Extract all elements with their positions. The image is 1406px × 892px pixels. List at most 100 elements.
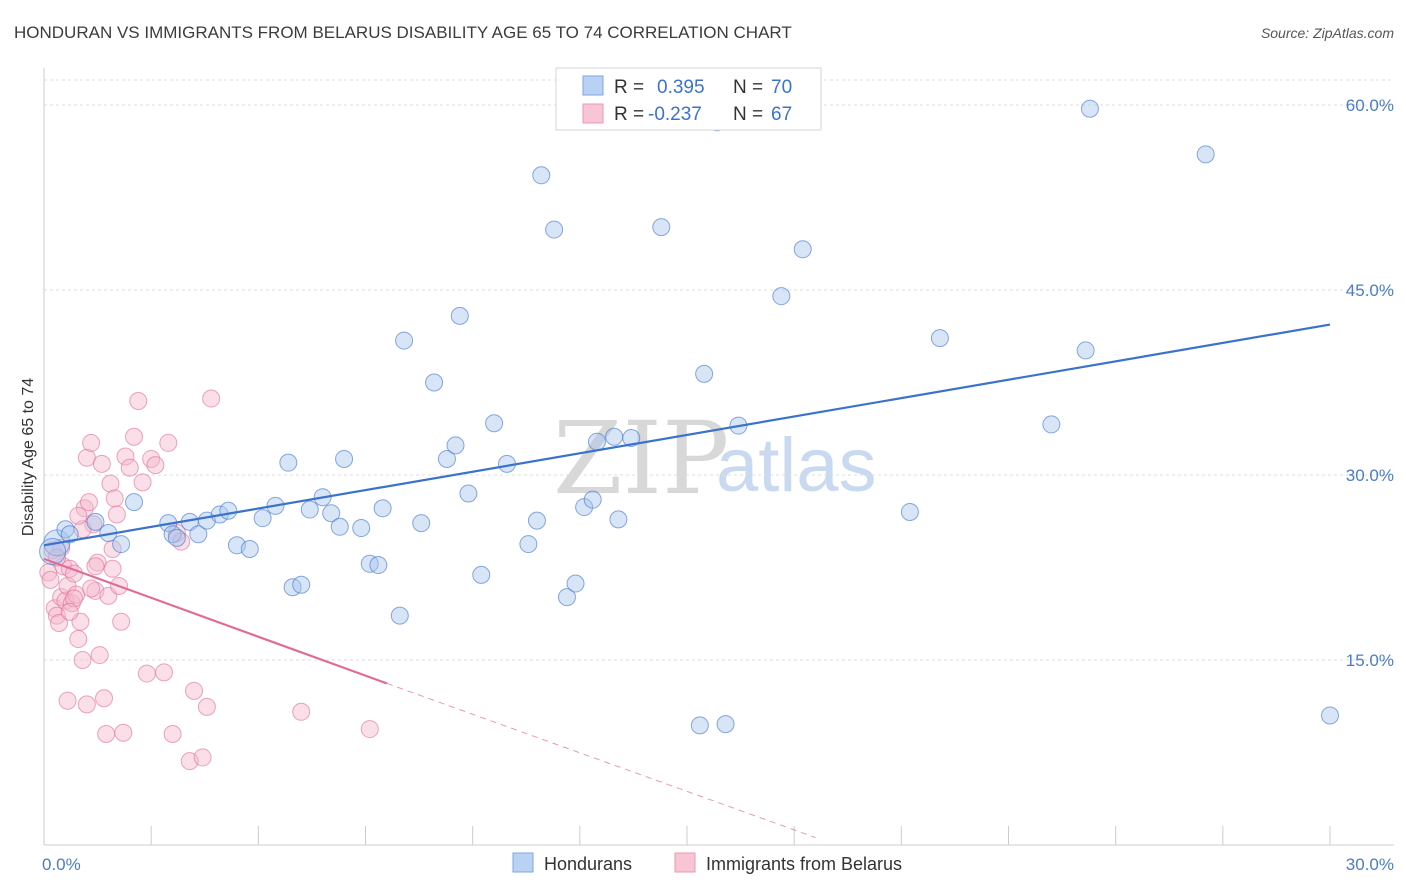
belarus-point	[120, 458, 139, 477]
x-tick-label-min: 0.0%	[42, 855, 81, 874]
legend-swatch-hondurans	[582, 75, 604, 96]
hondurans-point	[369, 556, 388, 575]
hondurans-point	[1042, 415, 1061, 434]
belarus-trend-extension	[386, 682, 816, 839]
hondurans-point	[322, 504, 341, 523]
belarus-point	[185, 681, 204, 700]
hondurans-point	[412, 514, 431, 533]
hondurans-point	[395, 331, 414, 350]
hondurans-point	[167, 528, 186, 547]
hondurans-point	[690, 716, 709, 735]
hondurans-point	[1076, 341, 1095, 360]
hondurans-point	[335, 449, 354, 468]
hondurans-point	[1080, 99, 1099, 118]
y-tick-label-30: 30.0%	[1346, 466, 1394, 485]
hondurans-point	[300, 500, 319, 519]
hondurans-point	[437, 449, 456, 468]
hondurans-point	[583, 490, 602, 509]
belarus-point	[82, 579, 101, 598]
hondurans-point	[240, 540, 259, 558]
belarus-point	[101, 474, 120, 493]
hondurans-point	[390, 606, 409, 625]
hondurans-point	[330, 517, 349, 536]
belarus-point	[197, 697, 216, 716]
watermark-zip: ZIP	[553, 400, 729, 517]
hondurans-point	[219, 501, 238, 520]
hondurans-point	[292, 575, 311, 594]
hondurans-point	[532, 166, 551, 185]
belarus-point	[90, 646, 109, 665]
hondurans-trend-line	[43, 323, 1331, 547]
hondurans-point	[716, 715, 735, 734]
y-tick-label-60: 60.0%	[1346, 96, 1394, 115]
belarus-point	[77, 448, 96, 467]
belarus-point	[65, 589, 84, 608]
belarus-trend-line	[43, 557, 388, 685]
hondurans-point	[793, 240, 812, 259]
x-tick-label-max: 30.0%	[1346, 855, 1394, 874]
hondurans-point	[189, 525, 208, 544]
legend-swatch-belarus	[582, 103, 604, 124]
series-legend-hondurans: Hondurans	[544, 854, 632, 874]
hondurans-point	[772, 287, 791, 306]
y-axis-label: Disability Age 65 to 74	[20, 378, 37, 536]
belarus-point	[159, 433, 178, 452]
hondurans-point	[279, 453, 298, 472]
y-tick-label-45: 45.0%	[1346, 281, 1394, 300]
x-ticks	[43, 826, 1331, 845]
hondurans-point	[86, 512, 105, 531]
belarus-point	[60, 602, 79, 621]
series-legend-swatch-belarus	[674, 852, 696, 873]
belarus-point	[92, 454, 111, 473]
chart-source: Source: ZipAtlas.com	[1261, 25, 1394, 41]
belarus-point	[82, 433, 101, 452]
belarus-point	[84, 515, 103, 534]
hondurans-point	[1321, 706, 1339, 725]
watermark: ZIP atlas	[553, 400, 877, 517]
belarus-point	[155, 663, 174, 682]
belarus-point	[97, 725, 116, 743]
hondurans-point	[609, 510, 628, 529]
belarus-point	[137, 664, 156, 683]
hondurans-point	[519, 535, 538, 554]
hondurans-point	[900, 503, 919, 521]
belarus-point	[69, 630, 88, 649]
belarus-point	[125, 427, 144, 446]
belarus-point	[80, 493, 99, 512]
legend-r-value-1: 0.395	[657, 77, 705, 98]
hondurans-point	[622, 429, 641, 447]
series-legend-swatch-hondurans	[512, 852, 534, 873]
belarus-point	[105, 489, 124, 508]
hondurans-point	[485, 414, 504, 433]
belarus-points	[39, 389, 379, 771]
hondurans-point	[527, 511, 546, 530]
legend-r-label-1: R =	[614, 77, 644, 98]
belarus-point	[292, 702, 311, 721]
correlation-legend: R = 0.395 N = 70 R = -0.237 N = 67	[555, 67, 822, 131]
belarus-point	[107, 505, 126, 524]
belarus-point	[202, 389, 221, 408]
belarus-point	[114, 723, 133, 742]
legend-r-value-2: -0.237	[648, 104, 702, 125]
belarus-point	[129, 392, 148, 410]
belarus-point	[360, 720, 379, 739]
hondurans-point	[459, 484, 478, 503]
hondurans-point	[557, 588, 576, 607]
hondurans-point	[566, 574, 585, 593]
belarus-point	[73, 651, 92, 669]
hondurans-point	[605, 427, 624, 446]
hondurans-point	[446, 436, 465, 455]
hondurans-point	[545, 220, 564, 239]
legend-r-label-2: R =	[614, 104, 644, 125]
hondurans-point	[60, 525, 79, 544]
y-tick-labels: 15.0% 30.0% 45.0% 60.0%	[1346, 96, 1394, 670]
belarus-point	[69, 506, 88, 525]
belarus-point	[103, 559, 122, 578]
belarus-point	[193, 748, 212, 767]
y-tick-label-15: 15.0%	[1346, 651, 1394, 670]
watermark-atlas: atlas	[716, 423, 877, 508]
belarus-point	[163, 725, 182, 743]
chart-title: HONDURAN VS IMMIGRANTS FROM BELARUS DISA…	[14, 23, 792, 42]
legend-n-label-2: N =	[733, 104, 763, 125]
grid-lines	[44, 79, 1394, 661]
